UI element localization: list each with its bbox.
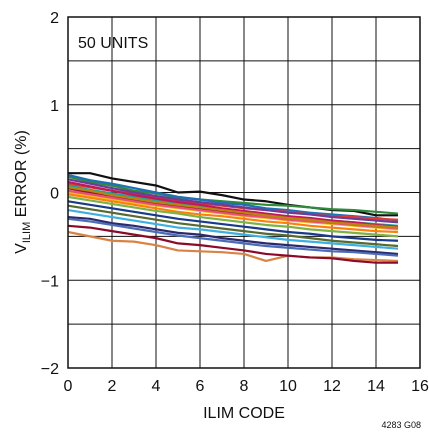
series-line-17 xyxy=(67,204,399,248)
y-axis-label-sub: ILIM xyxy=(21,222,33,243)
y-tick-label: −1 xyxy=(41,273,59,290)
y-axis-label-rest: ERROR (%) xyxy=(13,130,30,222)
y-axis-label-main: V xyxy=(13,243,30,254)
series-line-3 xyxy=(67,173,399,222)
y-tick-label: 1 xyxy=(50,98,59,115)
y-axis-label: VILIM ERROR (%) xyxy=(13,130,33,254)
series-line-20 xyxy=(67,186,399,229)
series-line-9 xyxy=(67,193,399,234)
figure-code: 4283 G08 xyxy=(381,420,421,430)
y-tick-label: 2 xyxy=(50,10,59,27)
series-line-12 xyxy=(67,195,399,238)
series-line-16 xyxy=(67,208,399,250)
x-tick-label: 8 xyxy=(240,378,249,395)
x-axis-label: ILIM CODE xyxy=(203,405,285,422)
series-line-11 xyxy=(67,180,399,228)
series-line-14 xyxy=(67,224,398,264)
series-line-19 xyxy=(67,217,399,257)
units-annotation: 50 UNITS xyxy=(78,35,148,52)
series-line-2 xyxy=(67,175,399,215)
series-line-10 xyxy=(67,200,399,242)
series-line-7 xyxy=(67,178,399,224)
series-lines xyxy=(67,172,399,264)
x-tick-label: 2 xyxy=(108,378,117,395)
plot-frame xyxy=(67,16,421,369)
x-tick-label: 12 xyxy=(323,378,341,395)
y-tick-label: −2 xyxy=(41,361,59,378)
x-tick-label: 0 xyxy=(64,378,73,395)
x-tick-label: 4 xyxy=(152,378,161,395)
x-tick-label: 14 xyxy=(367,378,385,395)
x-tick-label: 6 xyxy=(196,378,205,395)
x-tick-label: 16 xyxy=(411,378,429,395)
series-line-15 xyxy=(67,215,399,256)
x-tick-label: 10 xyxy=(279,378,297,395)
y-tick-label: 0 xyxy=(50,186,59,203)
series-line-13 xyxy=(67,230,399,263)
